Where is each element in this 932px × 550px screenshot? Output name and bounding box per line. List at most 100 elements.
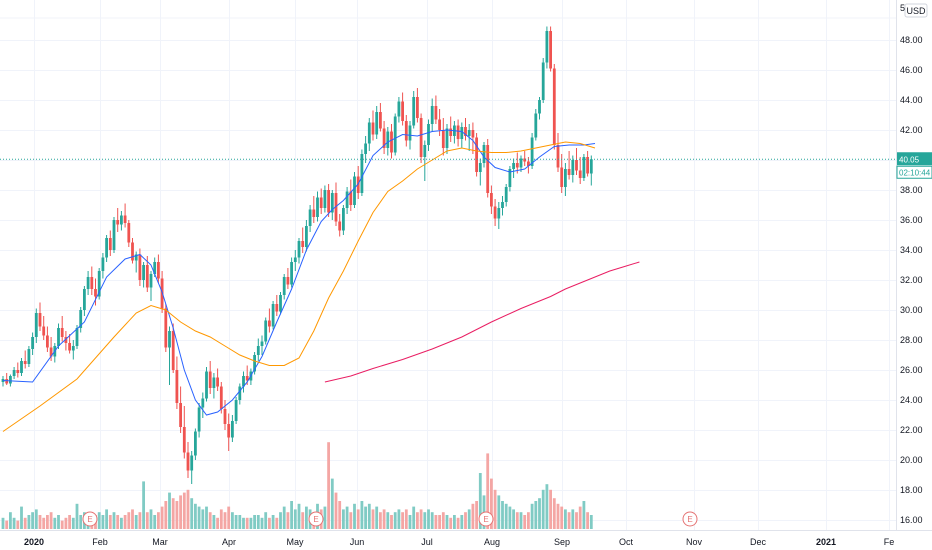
volume-bar (490, 478, 493, 529)
candle-body (445, 128, 449, 148)
candle-body (441, 130, 445, 148)
volume-bar (97, 512, 101, 529)
candle-body (108, 238, 112, 250)
candle-body (142, 265, 145, 280)
candle-body (467, 130, 471, 136)
candle-body (316, 197, 319, 217)
volume-bar (260, 517, 264, 529)
candle-body (212, 377, 216, 388)
candle-body (419, 118, 423, 157)
candle-body (512, 163, 515, 169)
volume-bar (538, 498, 541, 529)
candle-body (497, 208, 501, 219)
volume-bar (367, 503, 371, 529)
earnings-marker[interactable]: E (82, 511, 98, 527)
price-tick-label: 30.00 (900, 305, 923, 315)
volume-bar (578, 506, 582, 529)
earnings-label: E (687, 515, 692, 524)
volume-bar (275, 517, 279, 529)
candle-body (5, 379, 9, 384)
candle-body (534, 113, 538, 138)
candle-body (57, 328, 60, 346)
volume-bar (190, 498, 194, 529)
volume-bar (127, 512, 131, 529)
volume-bar (201, 509, 205, 529)
price-tick-label: 5( (900, 3, 908, 13)
volume-bar (586, 512, 589, 529)
volume-bar (205, 506, 208, 529)
candle-body (164, 308, 168, 348)
candle-body (530, 137, 534, 166)
volume-bar (253, 515, 256, 529)
volume-bar (342, 509, 345, 529)
candle-body (286, 277, 290, 285)
candle-body (116, 220, 120, 225)
price-tick-label: 36.00 (900, 215, 923, 225)
volume-bar (382, 509, 386, 529)
candle-body (16, 370, 20, 373)
volume-bar (545, 484, 549, 529)
moving-averages (2, 129, 640, 432)
candle-body (256, 346, 260, 355)
currency-badge[interactable]: USD (904, 3, 928, 18)
time-tick-label: Fe (884, 537, 895, 547)
candle-body (42, 326, 46, 336)
time-axis[interactable]: 2020 Feb Mar Apr May Jun Jul Aug Sep Oct Nov Dec 202… (24, 537, 894, 547)
volume-bar (423, 512, 427, 529)
earnings-label: E (483, 515, 488, 524)
volume-bar (42, 517, 46, 529)
earnings-marker[interactable]: E (682, 511, 698, 527)
candle-body (138, 254, 142, 280)
time-tick-label: Aug (484, 537, 500, 547)
volume-bar (364, 506, 367, 529)
candle-body (123, 215, 127, 223)
earnings-marker[interactable]: E (308, 511, 324, 527)
volume-bar (53, 517, 57, 529)
volume-bar (79, 515, 83, 529)
candle-body (264, 320, 268, 342)
volume-bars (1, 442, 593, 529)
volume-bar (238, 515, 242, 529)
candle-body (460, 127, 464, 139)
earnings-label: E (313, 515, 318, 524)
price-tick-label: 42.00 (900, 125, 923, 135)
time-tick-label: Mar (152, 537, 168, 547)
candle-body (290, 262, 293, 285)
volume-bar (9, 512, 12, 529)
price-tick-label: 16.00 (900, 515, 923, 525)
candle-body (112, 220, 116, 250)
volume-bar (441, 512, 445, 529)
volume-bar (401, 512, 404, 529)
earnings-marker[interactable]: E (478, 511, 494, 527)
candle-body (478, 163, 482, 172)
volume-bar (504, 503, 508, 529)
volume-bar (242, 517, 245, 529)
currency-label: USD (906, 6, 926, 16)
candle-body (486, 145, 490, 193)
candle-body (349, 191, 353, 205)
time-tick-label: 2021 (816, 537, 836, 547)
volume-bar (249, 517, 253, 529)
candle-body (515, 163, 519, 168)
volume-bar (534, 501, 538, 529)
time-tick-label: Sep (554, 537, 570, 547)
volume-bar (397, 509, 401, 529)
candle-body (490, 193, 493, 207)
candle-body (245, 376, 249, 381)
candle-body (34, 313, 38, 337)
volume-bar (197, 506, 201, 529)
candle-body (504, 187, 508, 202)
candle-body (323, 190, 327, 208)
volume-bar (23, 517, 27, 529)
volume-bar (508, 506, 512, 529)
candle-body (482, 145, 486, 163)
candle-body (364, 143, 367, 154)
last-price-label: 40.05 (899, 155, 920, 164)
candle-body (49, 347, 53, 357)
volume-bar (390, 515, 393, 529)
volume-bar (404, 509, 408, 529)
volume-bar (182, 492, 186, 529)
price-tick-label: 22.00 (900, 425, 923, 435)
